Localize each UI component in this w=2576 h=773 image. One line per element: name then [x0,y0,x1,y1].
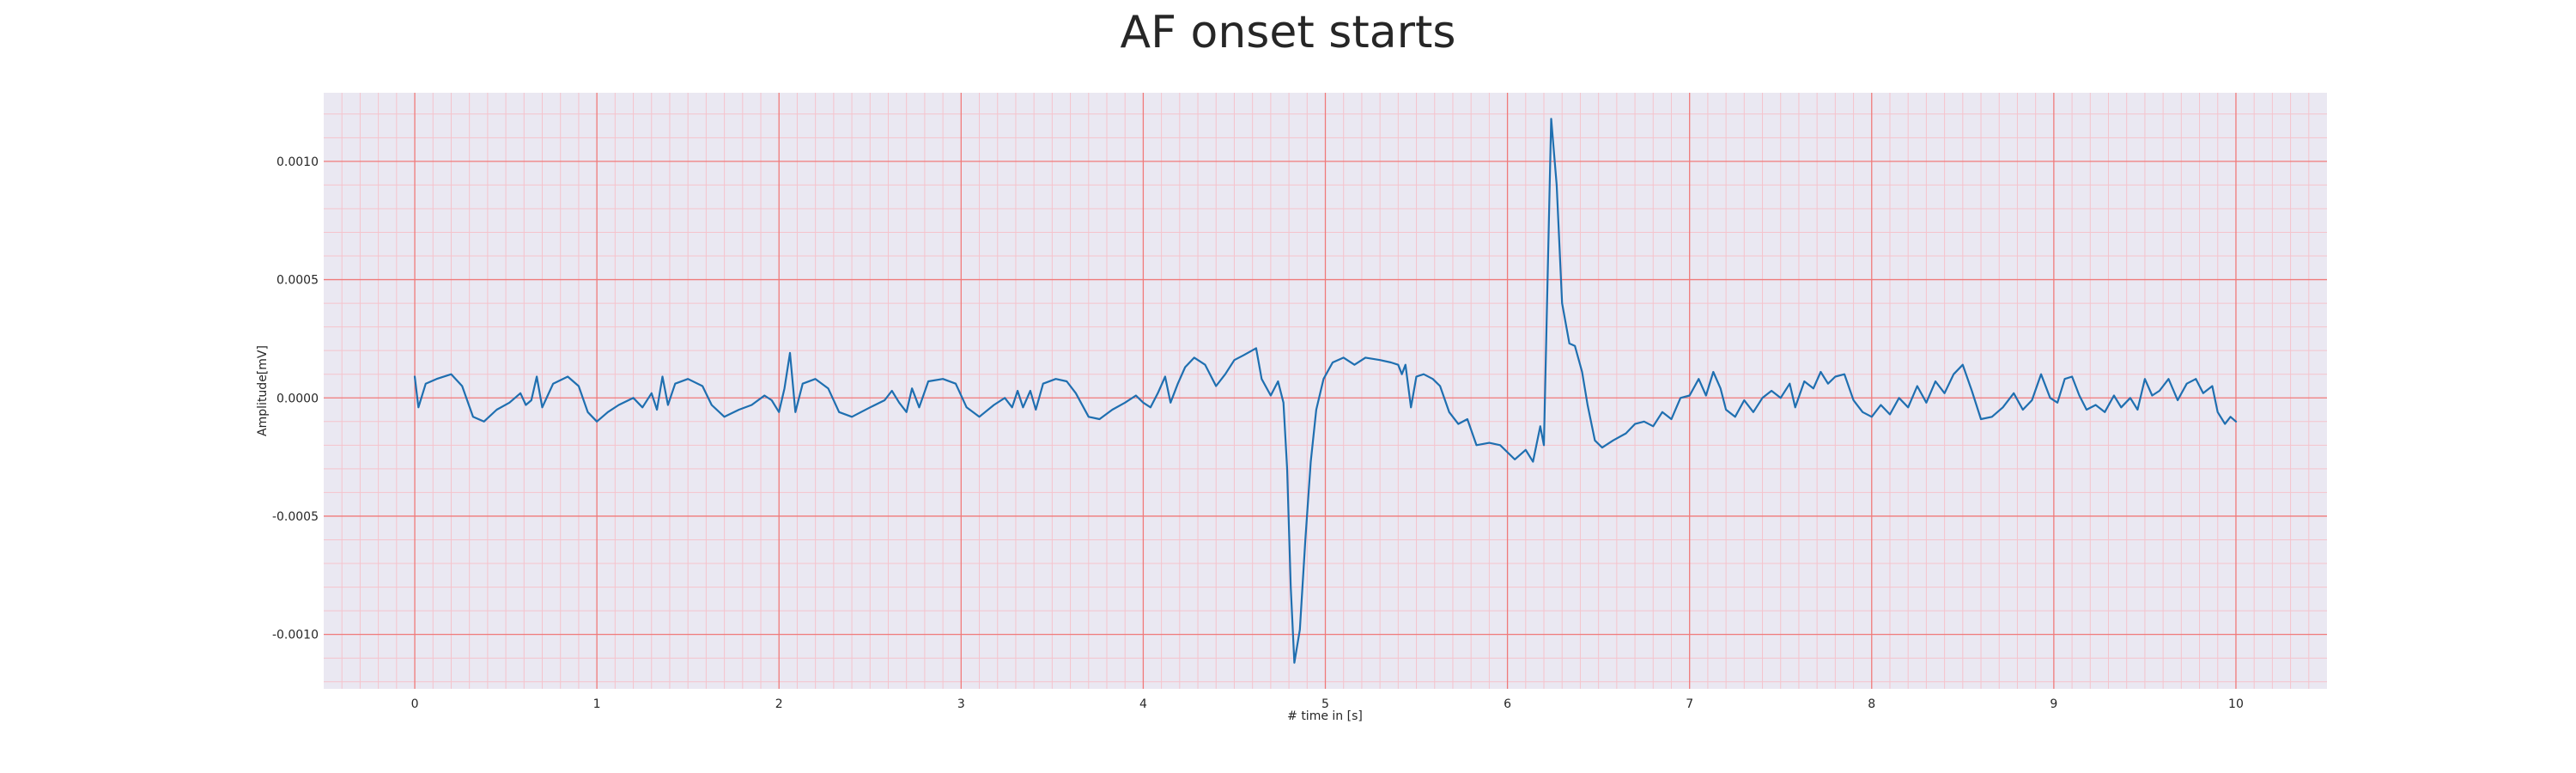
x-tick-label: 0 [411,697,419,711]
x-axis-ticks: 0 1 2 3 4 5 6 7 8 9 10 [411,697,2244,711]
series-layer [413,118,2238,664]
y-tick-label: 0.0005 [276,274,319,288]
x-tick-label: 10 [2228,697,2244,711]
x-tick-label: 4 [1139,697,1147,711]
y-axis-label: Amplitude[mV] [256,345,270,436]
x-tick-label: 9 [2050,697,2057,711]
ecg-signal-line [413,118,2238,664]
chart-title: AF onset starts [1121,7,1456,58]
x-tick-label: 8 [1868,697,1875,711]
x-axis-label: # time in [s] [1287,709,1363,723]
x-tick-label: 6 [1504,697,1511,711]
major-gridlines [324,93,2327,689]
y-tick-label: -0.0010 [272,629,319,642]
y-tick-label: -0.0005 [272,510,319,524]
x-tick-label: 2 [775,697,783,711]
x-tick-label: 1 [593,697,601,711]
y-tick-label: 0.0010 [276,155,319,169]
y-axis-ticks: -0.0010 -0.0005 0.0000 0.0005 0.0010 [272,155,319,642]
x-tick-label: 5 [1321,697,1329,711]
x-tick-label: 7 [1686,697,1693,711]
y-tick-label: 0.0000 [276,392,319,405]
x-tick-label: 3 [957,697,965,711]
